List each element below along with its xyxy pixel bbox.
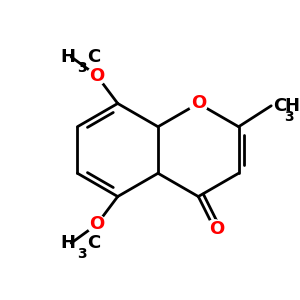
Circle shape (88, 215, 106, 234)
Text: O: O (209, 220, 225, 238)
Text: H: H (284, 97, 299, 115)
Circle shape (88, 66, 106, 85)
Text: C: C (88, 234, 101, 252)
Text: 3: 3 (77, 247, 86, 261)
Text: C: C (88, 48, 101, 66)
Text: 3: 3 (284, 110, 294, 124)
Circle shape (205, 220, 224, 239)
Text: H: H (61, 234, 76, 252)
Circle shape (189, 94, 208, 113)
Text: O: O (89, 67, 104, 85)
Text: O: O (89, 215, 104, 233)
Text: O: O (191, 94, 206, 112)
Text: C: C (274, 97, 287, 115)
Text: 3: 3 (77, 61, 86, 75)
Text: H: H (61, 48, 76, 66)
